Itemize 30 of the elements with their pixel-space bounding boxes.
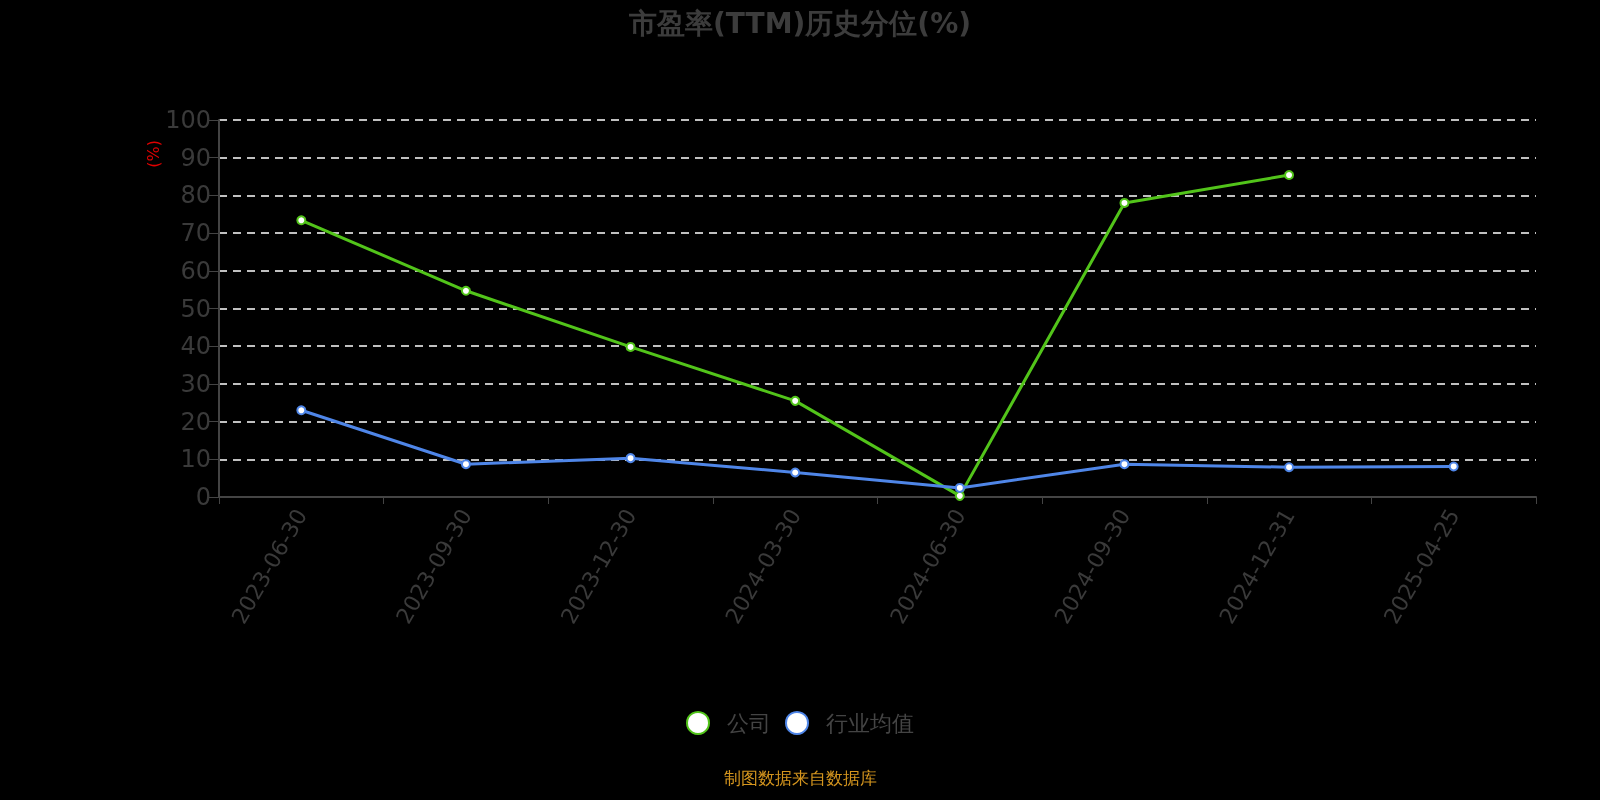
point xyxy=(1448,461,1459,472)
legend-label: 公司 xyxy=(727,710,771,736)
y-tick-label: 90 xyxy=(180,143,211,172)
point xyxy=(1284,170,1295,181)
y-tick-label: 100 xyxy=(165,106,211,134)
y-tick-label: 0 xyxy=(195,483,211,511)
y-tick-label: 80 xyxy=(180,181,211,210)
y-axis-title: (%) xyxy=(143,140,163,168)
text: 制图数据来自数据库 xyxy=(723,767,877,788)
y-tick-label: 10 xyxy=(180,445,211,474)
point xyxy=(954,482,965,493)
chart-title: 市盈率(TTM)历史分位(%) xyxy=(628,6,971,40)
point xyxy=(790,467,801,478)
point xyxy=(460,285,471,296)
y-tick-label: 50 xyxy=(180,294,211,323)
point xyxy=(1119,459,1130,470)
y-tick-label: 30 xyxy=(180,369,211,398)
point xyxy=(1119,197,1130,208)
point xyxy=(790,395,801,406)
y-tick-label: 70 xyxy=(180,219,211,248)
point xyxy=(625,341,636,352)
y-tick-label: 20 xyxy=(180,407,211,436)
y-tick-label: 60 xyxy=(180,256,211,285)
point xyxy=(460,459,471,470)
point xyxy=(625,453,636,464)
y-tick-label: 40 xyxy=(180,332,211,361)
legend-label: 行业均值 xyxy=(826,710,914,736)
point xyxy=(296,215,307,226)
point xyxy=(1284,462,1295,473)
point xyxy=(296,405,307,416)
